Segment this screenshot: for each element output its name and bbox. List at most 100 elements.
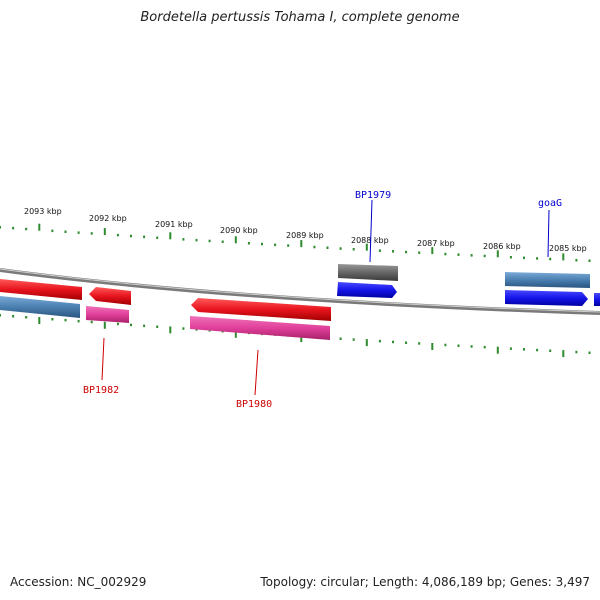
gene-reverse-red-2[interactable] xyxy=(89,287,131,305)
ruler-minor-tick xyxy=(418,342,421,345)
kbp-label: 2092 kbp xyxy=(89,214,127,223)
accession-text: Accession: NC_002929 xyxy=(10,575,147,589)
ruler-minor-tick xyxy=(12,226,15,230)
ruler-major-tick xyxy=(103,321,106,329)
ruler-minor-tick xyxy=(457,344,460,347)
gene-label-goag[interactable]: goaG xyxy=(538,198,562,209)
gene-bp1982-feature[interactable] xyxy=(86,306,129,323)
ruler-minor-tick xyxy=(247,242,250,245)
ruler-minor-tick xyxy=(339,337,342,340)
ruler-minor-tick xyxy=(509,347,512,350)
bp1979-leader-line xyxy=(369,199,373,263)
kbp-label: 2086 kbp xyxy=(483,242,521,251)
ruler-minor-tick xyxy=(0,226,1,229)
ruler-minor-tick xyxy=(182,327,185,330)
genome-backbone-highlight xyxy=(0,268,600,313)
ruler-minor-tick xyxy=(470,345,473,348)
ruler-minor-tick xyxy=(509,256,512,259)
gene-forward-blue-2[interactable] xyxy=(505,290,588,306)
ruler-minor-tick xyxy=(378,339,381,343)
ruler-major-tick xyxy=(103,228,106,236)
ruler-major-tick xyxy=(365,243,368,251)
ruler-minor-tick xyxy=(116,233,119,237)
genome-backbone xyxy=(0,268,600,315)
bp1982-leader-line xyxy=(101,337,105,381)
gene-bp1979-feature[interactable] xyxy=(338,264,398,281)
ruler-minor-tick xyxy=(287,244,290,247)
ruler-major-tick xyxy=(38,223,41,231)
gene-label-bp1982[interactable]: BP1982 xyxy=(83,385,119,396)
ruler-major-tick xyxy=(38,317,41,324)
ruler-major-tick xyxy=(496,250,499,258)
ruler-minor-tick xyxy=(0,314,1,317)
gene-forward-blue-1[interactable] xyxy=(337,282,397,298)
ruler-major-tick xyxy=(562,350,565,358)
ruler-major-tick xyxy=(300,240,303,248)
ruler-major-tick xyxy=(431,343,434,350)
kbp-label: 2089 kbp xyxy=(286,231,324,240)
ruler-major-tick xyxy=(169,232,172,240)
ruler-minor-tick xyxy=(575,350,578,354)
kbp-labels: 2093 kbp 2092 kbp 2091 kbp 2090 kbp 2089… xyxy=(24,207,587,253)
gene-reverse-red-1[interactable] xyxy=(0,279,82,300)
ruler-minor-tick xyxy=(549,257,552,261)
ruler-minor-tick xyxy=(195,238,198,242)
ruler-minor-tick xyxy=(352,338,355,341)
kbp-label: 2085 kbp xyxy=(549,244,587,253)
ruler-minor-tick xyxy=(444,343,447,347)
ruler-minor-tick xyxy=(25,316,28,319)
gene-label-bp1979[interactable]: BP1979 xyxy=(355,190,391,201)
kbp-label: 2090 kbp xyxy=(220,226,258,235)
ruler-minor-tick xyxy=(457,253,460,256)
ruler-minor-tick xyxy=(549,349,552,352)
ruler-minor-tick xyxy=(182,238,185,241)
kbp-label: 2091 kbp xyxy=(155,220,193,229)
ruler-minor-tick xyxy=(116,322,119,326)
ruler-minor-tick xyxy=(470,254,473,257)
ruler-minor-tick xyxy=(352,248,355,251)
ruler-major-tick xyxy=(169,326,172,334)
ruler-minor-tick xyxy=(313,245,316,249)
ruler-minor-tick xyxy=(274,243,277,247)
gene-label-bp1980[interactable]: BP1980 xyxy=(236,399,272,410)
ruler-major-tick xyxy=(431,247,434,255)
ruler-minor-tick xyxy=(64,318,67,322)
ruler-major-tick xyxy=(234,236,237,244)
ruler-minor-tick xyxy=(221,240,224,243)
ruler-minor-tick xyxy=(378,249,381,252)
genome-summary-text: Topology: circular; Length: 4,086,189 bp… xyxy=(260,575,590,589)
ruler-minor-tick xyxy=(523,348,525,351)
kbp-label: 2093 kbp xyxy=(24,207,62,216)
ruler-minor-tick xyxy=(405,341,408,344)
kbp-label: 2087 kbp xyxy=(417,239,455,248)
ruler-minor-tick xyxy=(261,242,263,246)
ruler-minor-tick xyxy=(444,252,447,256)
ruler-minor-tick xyxy=(130,234,132,238)
gene-bp1980-feature[interactable] xyxy=(190,316,330,340)
ruler-minor-tick xyxy=(523,256,525,260)
ruler-minor-tick xyxy=(392,340,394,344)
gene-forward-blue-3[interactable] xyxy=(594,293,600,306)
gene-goag-feature[interactable] xyxy=(505,272,590,288)
ruler-major-tick xyxy=(496,346,499,354)
ruler-minor-tick xyxy=(588,351,591,354)
ruler-minor-tick xyxy=(130,323,132,327)
gene-reverse-red-3[interactable] xyxy=(191,298,331,321)
bp1980-leader-line xyxy=(254,349,259,396)
ruler-minor-tick xyxy=(77,319,80,323)
goag-leader-line xyxy=(547,209,550,258)
ruler-minor-tick xyxy=(392,250,394,253)
ruler-major-tick xyxy=(234,330,237,338)
ruler-minor-tick xyxy=(405,250,408,254)
ruler-minor-tick xyxy=(90,232,93,235)
ruler-minor-tick xyxy=(208,239,211,243)
kbp-label: 2088 kbp xyxy=(351,236,389,245)
ruler-minor-tick xyxy=(483,345,486,349)
ruler-minor-tick xyxy=(588,259,591,262)
ruler-major-tick xyxy=(562,253,565,261)
gene-reverse-steel-1[interactable] xyxy=(0,296,80,318)
ruler-minor-tick xyxy=(90,320,93,324)
upper-ruler xyxy=(0,223,591,262)
ruler-minor-tick xyxy=(51,229,54,233)
